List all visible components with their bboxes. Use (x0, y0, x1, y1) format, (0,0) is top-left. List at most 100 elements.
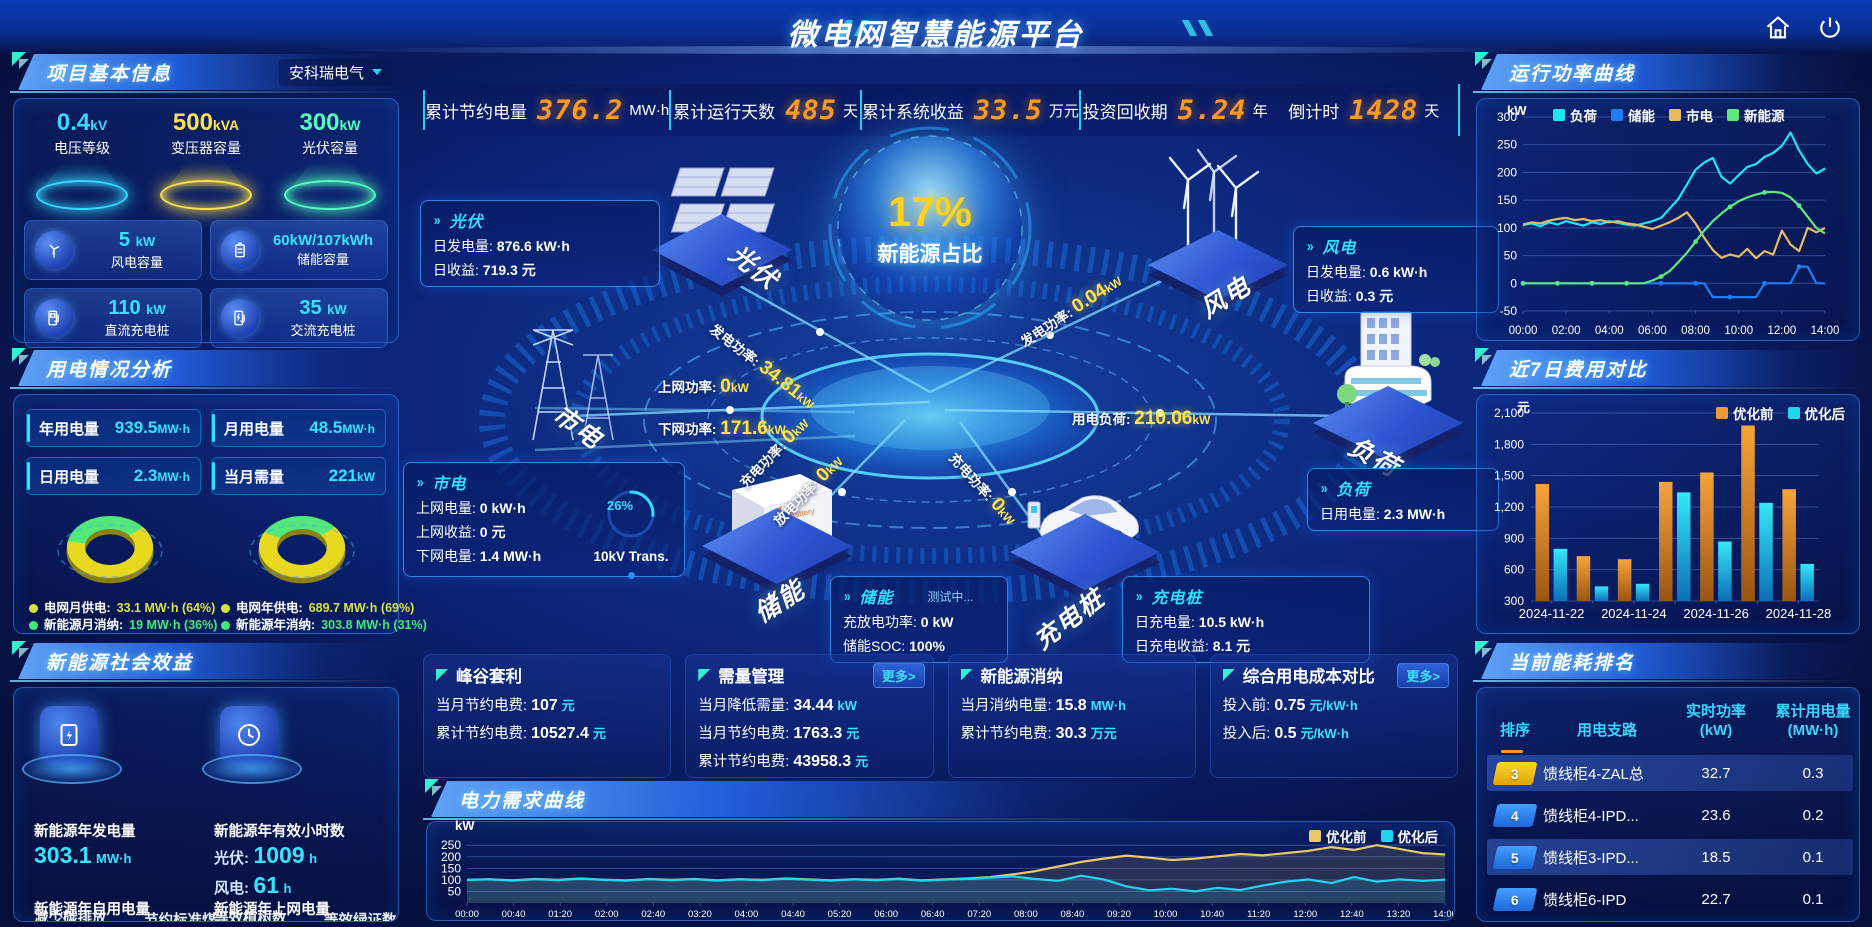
power-icon[interactable] (1816, 14, 1844, 42)
table-row[interactable]: 4 馈线柜4-IPD... 23.6 0.2 (1487, 797, 1853, 833)
svg-text:600: 600 (1504, 563, 1524, 577)
annual-generation-label: 新能源年发电量 (34, 824, 136, 840)
pv-hours: 光伏: 1009 h (214, 842, 318, 868)
kpi-card: 需量管理 更多> 当月降低需量: 34.44 kW 当月节约电费: 1763.3 元累… (685, 654, 934, 778)
self-use-label: 新能源年自用电量 (34, 902, 150, 918)
more-button[interactable]: 更多> (872, 663, 925, 688)
tile-value: 5 kW (118, 229, 156, 251)
stat-value: 1428 (1349, 94, 1419, 126)
legend-value: 689.7 MW·h (69%) (308, 601, 415, 615)
table-row[interactable]: 6 馈线柜6-IPD 22.7 0.1 (1487, 881, 1853, 917)
company-select-value: 安科瑞电气 (288, 64, 364, 82)
table-row[interactable]: 5 馈线柜3-IPD... 18.5 0.1 (1487, 839, 1853, 875)
node-label-charger: 充电桩 (1028, 584, 1111, 656)
info-box-row: 上网电量: 0 kW·h (416, 500, 526, 516)
tile-value: 35 kW (299, 297, 347, 319)
panel-demand-header: 电力需求曲线 (423, 781, 1184, 820)
panel-ranking-title: 当前能耗排名 (1509, 652, 1636, 674)
card-row: 投入后: 0.5 元/kW·h (1222, 725, 1349, 742)
usage-fields: 年用电量 939.5MW·h 月用电量 48.5MW·h 日用电量 2.3MW·h 当月需量… (14, 395, 398, 495)
card-corner-icon (436, 669, 448, 681)
svg-text:07:20: 07:20 (967, 909, 991, 920)
panel-project-title: 项目基本信息 (46, 63, 173, 85)
svg-text:50: 50 (448, 884, 462, 898)
legend-item: 市电 (1669, 105, 1713, 125)
svg-text:12:00: 12:00 (1293, 909, 1317, 920)
card-row: 当月消纳电量: 15.8 MW·h (960, 697, 1127, 714)
cumulative-energy: 0.1 (1802, 848, 1824, 866)
svg-text:2024-11-24: 2024-11-24 (1601, 606, 1667, 621)
panel-project-body: 0.4kV 电压等级 500kVA 变压器容量 300kW 光伏容量 5 kW 风电容量 60… (13, 98, 399, 348)
flow-label-0: 发电功率: 34.81kW (707, 321, 817, 412)
chevron-right-icon: » (843, 587, 851, 605)
svg-text:0: 0 (1510, 276, 1517, 290)
rank-badge: 3 (1492, 761, 1538, 785)
svg-text:900: 900 (1504, 531, 1524, 545)
table-row[interactable]: 3 馈线柜4-ZAL总 32.7 0.3 (1487, 755, 1853, 791)
svg-text:10:00: 10:00 (1154, 909, 1178, 920)
panel-usage-body: 年用电量 939.5MW·h 月用电量 48.5MW·h 日用电量 2.3MW·h 当月需量… (13, 394, 427, 634)
usage-donuts: 电网月供电: 33.1 MW·h (64%) 新能源月消纳: 19 MW·h (36%… (14, 501, 427, 634)
capacity-tile: 35 kW 交流充电桩 (210, 288, 388, 348)
branch-name: 馈线柜4-ZAL总 (1543, 765, 1644, 783)
pedestal-ring (160, 180, 252, 210)
pedestal-value: 300kW (299, 109, 361, 136)
svg-text:01:20: 01:20 (548, 909, 572, 920)
card-header: 需量管理 (698, 663, 920, 687)
demand-y-unit: kW (455, 818, 475, 833)
transformer-load-gauge: 26% 10kV Trans. (592, 486, 670, 579)
renewable-ratio-value: 17% (887, 188, 973, 235)
pedestal-row: 0.4kV 电压等级 500kVA 变压器容量 300kW 光伏容量 (14, 99, 398, 210)
capacity-pedestal: 0.4kV 电压等级 (23, 109, 141, 210)
rank-badge: 4 (1492, 803, 1538, 827)
renewable-ratio-sphere: 17% 新能源占比 (828, 126, 1032, 330)
home-icon[interactable] (1764, 14, 1792, 42)
usage-field: 日用电量 2.3MW·h (26, 457, 201, 495)
card-row: 累计节约电费: 43958.3 元 (698, 753, 869, 770)
chevron-down-icon (372, 69, 382, 75)
gauge-ring (607, 490, 655, 538)
legend-item: 优化后 (1787, 403, 1845, 423)
power-curve-chart: -50 0 50 100 150 200 250 300 00:00 02:00 04:00 06:0… (1497, 110, 1839, 337)
flow-label-5: 充电功率: 0kW (946, 450, 1018, 528)
svg-text:2,100: 2,100 (1494, 406, 1524, 420)
chevron-right-icon: » (433, 211, 441, 229)
header: 微电网智慧能源平台 (0, 0, 1872, 56)
usage-field-label: 月用电量 (224, 420, 285, 438)
power-y-unit: kW (1507, 103, 1527, 118)
panel-demand-title: 电力需求曲线 (459, 790, 586, 812)
legend-item: 储能 (1611, 105, 1655, 125)
donut-legend-item: 新能源月消纳: 19 MW·h (36%) (29, 617, 217, 634)
svg-text:03:20: 03:20 (688, 909, 712, 920)
realtime-power: 18.5 (1701, 848, 1731, 866)
stat-label: 累计运行天数 (673, 102, 776, 122)
pedestal-label: 电压等级 (54, 140, 110, 156)
usage-field: 年用电量 939.5MW·h (26, 409, 201, 447)
capacity-tiles: 5 kW 风电容量 60kW/107kWh 储能容量 110 kW 直流充电桩 35 kW 交… (14, 210, 398, 348)
ev-charger-illustration (990, 462, 1170, 600)
svg-text:50: 50 (1504, 249, 1518, 263)
info-box-row: 充放电功率: 0 kW (843, 614, 954, 630)
svg-text:06:00: 06:00 (874, 909, 898, 920)
usage-field: 当月需量 221kW (211, 457, 386, 495)
chevron-right-icon: » (416, 473, 424, 491)
info-box-row: 储能SOC: 100% (843, 638, 945, 654)
legend-label: 新能源年消纳: (236, 618, 316, 632)
more-button[interactable]: 更多> (1397, 663, 1449, 688)
legend-label: 新能源月消纳: (44, 618, 124, 632)
pv-info-box: » 光伏 日发电量: 876.6 kW·h 日收益: 719.3 元 (420, 200, 660, 287)
panel-corner-icon (1475, 348, 1495, 368)
panel-cost-comparison: 近7日费用对比 元 优化前 优化后 300 600 900 1,200 1,500 1,80… (1473, 350, 1863, 637)
usage-field-label: 日用电量 (39, 468, 100, 486)
kpi-card: 峰谷套利 当月节约电费: 107 元累计节约电费: 10527.4 元 (423, 654, 672, 778)
icon-pedestal (202, 754, 302, 784)
donut-chart (57, 516, 163, 584)
flow-label-2: 下网功率: 171.6kW (658, 418, 786, 439)
usage-field-label: 年用电量 (39, 420, 100, 438)
company-select[interactable]: 安科瑞电气 (278, 58, 392, 86)
legend-label: 电网年供电: (236, 601, 303, 615)
info-box-title: » 储能 测试中... (843, 587, 974, 608)
ac-charger-icon (221, 299, 259, 337)
cost-y-unit: 元 (1517, 400, 1531, 415)
usage-field-value: 48.5MW·h (309, 418, 375, 437)
